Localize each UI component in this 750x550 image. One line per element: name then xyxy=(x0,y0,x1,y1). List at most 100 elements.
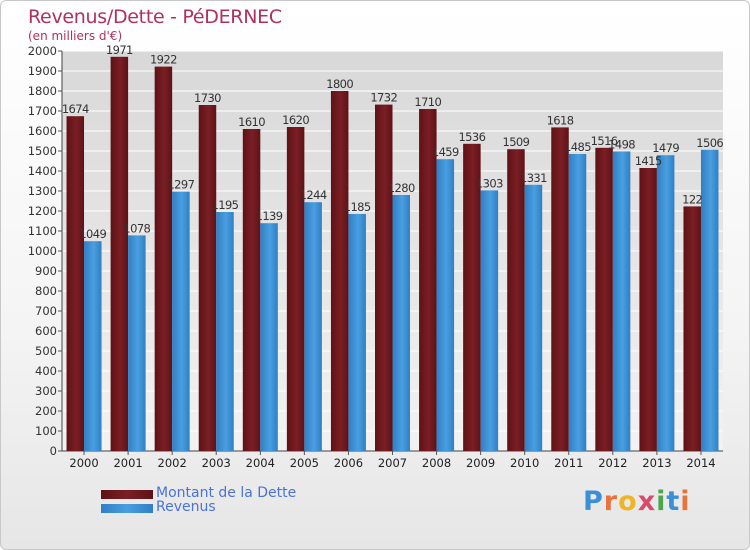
legend-label-revenus: Revenus xyxy=(156,499,216,515)
y-tick-label: 800 xyxy=(35,284,57,298)
bar-dette xyxy=(551,127,569,452)
data-label-dette: 1800 xyxy=(326,77,353,91)
y-tick-label: 900 xyxy=(35,264,57,278)
data-label-dette: 1674 xyxy=(62,102,89,116)
y-tick-label: 500 xyxy=(35,344,57,358)
y-tick-label: 700 xyxy=(35,304,57,318)
y-tick-label: 600 xyxy=(35,324,57,338)
data-label-revenus: 1078 xyxy=(123,221,150,235)
data-label-revenus: 1297 xyxy=(167,178,194,192)
chart-subtitle: (en milliers d'€) xyxy=(28,29,123,43)
bar-revenus xyxy=(656,155,675,451)
y-tick-label: 1700 xyxy=(28,104,57,118)
y-tick-label: 1900 xyxy=(28,64,57,78)
data-label-revenus: 1303 xyxy=(476,176,503,190)
bar-revenus xyxy=(700,149,719,452)
data-label-dette: 1620 xyxy=(282,113,309,127)
x-tick-label: 2014 xyxy=(686,456,715,470)
x-tick-label: 2010 xyxy=(510,456,539,470)
logo-letter: r xyxy=(603,486,619,517)
y-tick-label: 400 xyxy=(35,364,57,378)
y-tick-label: 2000 xyxy=(28,44,57,58)
data-label-revenus: 1185 xyxy=(344,200,371,214)
bar-revenus xyxy=(216,212,234,451)
y-tick-label: 1200 xyxy=(28,204,57,218)
bar-revenus xyxy=(304,202,322,451)
y-tick-label: 0 xyxy=(50,444,57,458)
data-label-dette: 1730 xyxy=(194,91,221,105)
bar-dette xyxy=(507,149,525,451)
data-label-revenus: 1139 xyxy=(256,209,283,223)
bar-revenus xyxy=(260,223,278,451)
bar-dette xyxy=(242,129,261,451)
bar-dette xyxy=(198,105,217,451)
legend-swatch-dette xyxy=(101,490,153,499)
logo-letter: o xyxy=(618,486,638,517)
bar-dette xyxy=(639,168,657,451)
x-tick-label: 2012 xyxy=(598,456,627,470)
data-label-dette: 1509 xyxy=(503,135,530,149)
data-label-revenus: 1331 xyxy=(520,171,547,185)
data-label-dette: 1610 xyxy=(238,115,265,129)
x-tick-label: 2003 xyxy=(202,456,231,470)
bar-revenus xyxy=(524,184,543,452)
data-label-revenus: 1506 xyxy=(696,136,723,150)
bar-dette xyxy=(375,104,393,451)
bar-dette xyxy=(595,147,613,452)
bar-revenus xyxy=(568,154,587,451)
logo-letter: i xyxy=(656,486,667,517)
proxiti-logo: Proxiti xyxy=(583,486,691,517)
y-tick-label: 1000 xyxy=(28,244,57,258)
data-label-dette: 1922 xyxy=(150,53,177,67)
legend-swatch-revenus xyxy=(101,504,153,513)
y-tick-label: 1500 xyxy=(28,144,57,158)
bar-dette xyxy=(463,143,481,452)
y-tick-label: 1100 xyxy=(28,224,57,238)
x-tick-label: 2008 xyxy=(422,456,451,470)
y-tick-label: 1800 xyxy=(28,84,57,98)
bar-dette xyxy=(419,109,437,451)
x-tick-label: 2007 xyxy=(378,456,407,470)
bar-dette xyxy=(154,66,173,451)
bar-revenus xyxy=(436,159,455,451)
x-tick-label: 2011 xyxy=(554,456,583,470)
data-label-revenus: 1498 xyxy=(608,137,635,151)
x-tick-label: 2013 xyxy=(642,456,671,470)
bar-revenus xyxy=(84,241,102,451)
x-tick-label: 2000 xyxy=(69,456,98,470)
data-label-revenus: 1049 xyxy=(79,227,106,241)
logo-letter: t xyxy=(666,486,681,517)
legend-label-dette: Montant de la Dette xyxy=(156,485,297,501)
x-tick-label: 2005 xyxy=(290,456,319,470)
y-tick-label: 1400 xyxy=(28,164,57,178)
bar-revenus xyxy=(612,151,631,451)
data-label-revenus: 1195 xyxy=(212,198,239,212)
data-label-revenus: 1485 xyxy=(564,140,591,154)
data-label-revenus: 1280 xyxy=(388,181,415,195)
bar-revenus xyxy=(392,195,410,451)
data-label-dette: 1516 xyxy=(591,134,618,148)
x-tick-label: 2001 xyxy=(113,456,142,470)
data-label-dette: 1618 xyxy=(547,113,574,127)
bar-dette xyxy=(110,56,129,452)
bar-dette xyxy=(66,116,85,451)
data-label-dette: 122 xyxy=(682,192,702,206)
logo-letter: P xyxy=(583,486,604,517)
chart-title: Revenus/Dette - PéDERNEC xyxy=(28,6,282,28)
bar-revenus xyxy=(128,235,146,451)
data-label-revenus: 1459 xyxy=(432,145,459,159)
x-tick-label: 2006 xyxy=(334,456,363,470)
logo-letter: x xyxy=(637,486,657,517)
y-tick-label: 1600 xyxy=(28,124,57,138)
y-tick-label: 1300 xyxy=(28,184,57,198)
bar-revenus xyxy=(480,190,499,451)
data-label-revenus: 1479 xyxy=(652,141,679,155)
bar-revenus xyxy=(172,191,190,451)
bar-dette xyxy=(330,91,349,451)
bar-revenus xyxy=(348,214,366,451)
logo-letter: i xyxy=(680,486,691,517)
data-label-dette: 1710 xyxy=(414,95,441,109)
y-tick-label: 100 xyxy=(35,424,57,438)
